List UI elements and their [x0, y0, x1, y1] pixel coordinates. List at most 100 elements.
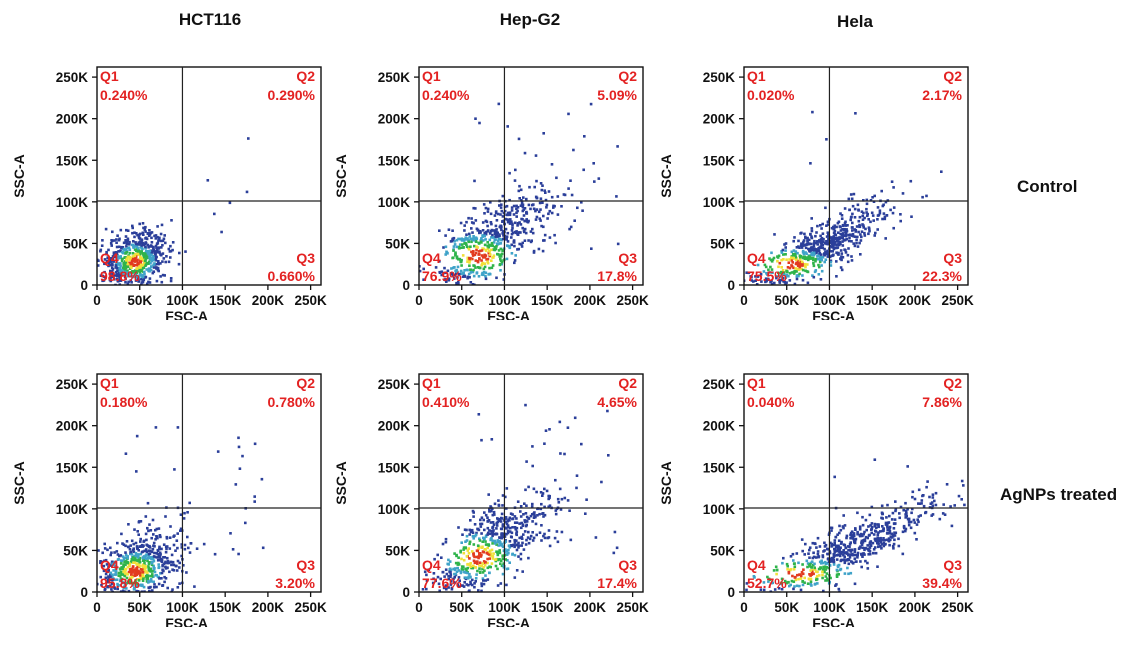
scatter-point [496, 239, 500, 243]
scatter-point [870, 505, 874, 509]
scatter-point [508, 213, 512, 216]
scatter-point [532, 207, 536, 211]
scatter-point [121, 580, 124, 584]
scatter-point [474, 566, 478, 569]
scatter-point [473, 585, 476, 589]
scatter-point [496, 539, 500, 542]
scatter-point [770, 282, 774, 285]
scatter-point [447, 228, 451, 231]
scatter-point [839, 546, 842, 549]
scatter-point [813, 566, 816, 570]
scatter-point [508, 546, 512, 549]
scatter-point [535, 490, 538, 494]
scatter-point [797, 577, 800, 581]
scatter-point [841, 256, 845, 259]
scatter-point [130, 553, 134, 556]
scatter-point [124, 277, 127, 281]
scatter-point [124, 248, 127, 251]
scatter-point [135, 232, 138, 235]
scatter-point [766, 575, 769, 579]
scatter-point [494, 558, 498, 561]
scatter-point [491, 539, 494, 543]
scatter-point [450, 267, 453, 270]
scatter-point [825, 251, 829, 254]
scatter-point [907, 518, 911, 522]
scatter-point [134, 584, 138, 588]
scatter-point [928, 495, 931, 499]
scatter-point [842, 526, 845, 530]
scatter-point [147, 260, 151, 264]
scatter-point [135, 545, 139, 548]
scatter-point [139, 540, 142, 543]
scatter-point [848, 236, 851, 240]
scatter-point [110, 266, 114, 269]
scatter-point [125, 540, 129, 543]
scatter-point [846, 224, 849, 227]
scatter-point [136, 553, 140, 556]
scatter-point [484, 277, 488, 281]
scatter-point [521, 570, 524, 573]
quadrant-percent-q4: 52.7% [747, 575, 787, 591]
scatter-point [468, 563, 471, 567]
scatter-point [465, 220, 468, 224]
scatter-point [493, 246, 497, 249]
scatter-points [744, 110, 943, 285]
scatter-point [477, 252, 481, 256]
scatter-point [516, 206, 520, 209]
scatter-point [520, 201, 524, 204]
scatter-point [810, 566, 814, 569]
scatter-point [133, 587, 136, 590]
scatter-point [131, 255, 135, 258]
scatter-point [809, 257, 812, 260]
scatter-point [137, 233, 141, 237]
scatter-point [109, 571, 113, 575]
scatter-point [534, 195, 538, 199]
scatter-point [495, 527, 498, 530]
scatter-point [523, 530, 527, 533]
scatter-point [898, 516, 901, 520]
scatter-point [556, 540, 560, 544]
scatter-point [809, 577, 813, 581]
scatter-point [476, 527, 479, 531]
scatter-point [821, 576, 824, 580]
scatter-point [506, 125, 509, 128]
scatter-point [809, 574, 812, 577]
scatter-point [877, 542, 880, 546]
scatter-point [150, 562, 153, 565]
x-tick-label: 200K [252, 293, 285, 308]
scatter-point [883, 539, 886, 542]
scatter-point [786, 567, 789, 571]
scatter-point [471, 252, 474, 255]
scatter-point [792, 249, 796, 252]
scatter-point [166, 556, 169, 560]
scatter-point [128, 564, 131, 568]
scatter-point [499, 213, 502, 216]
quadrant-percent-q2: 0.290% [268, 87, 316, 103]
scatter-point [778, 261, 782, 265]
scatter-point [845, 237, 848, 241]
scatter-point [103, 262, 106, 266]
scatter-point [470, 528, 474, 532]
scatter-point [836, 564, 840, 568]
scatter-point [144, 245, 147, 249]
scatter-point [774, 565, 778, 569]
scatter-point [513, 230, 517, 234]
scatter-point [809, 162, 812, 165]
scatter-point [811, 556, 815, 560]
scatter-point [555, 176, 558, 180]
y-tick-label: 250K [378, 377, 411, 392]
scatter-point [466, 562, 470, 566]
scatter-point [827, 552, 830, 556]
scatter-point [886, 531, 889, 535]
scatter-point [163, 274, 166, 277]
scatter-point [154, 257, 158, 260]
scatter-point [107, 248, 110, 252]
scatter-point [790, 271, 794, 274]
scatter-point [824, 258, 828, 261]
scatter-point [127, 523, 130, 526]
scatter-point [515, 230, 518, 233]
scatter-point [455, 238, 459, 242]
scatter-point [138, 237, 142, 240]
scatter-point [754, 279, 757, 282]
scatter-point [892, 542, 896, 546]
